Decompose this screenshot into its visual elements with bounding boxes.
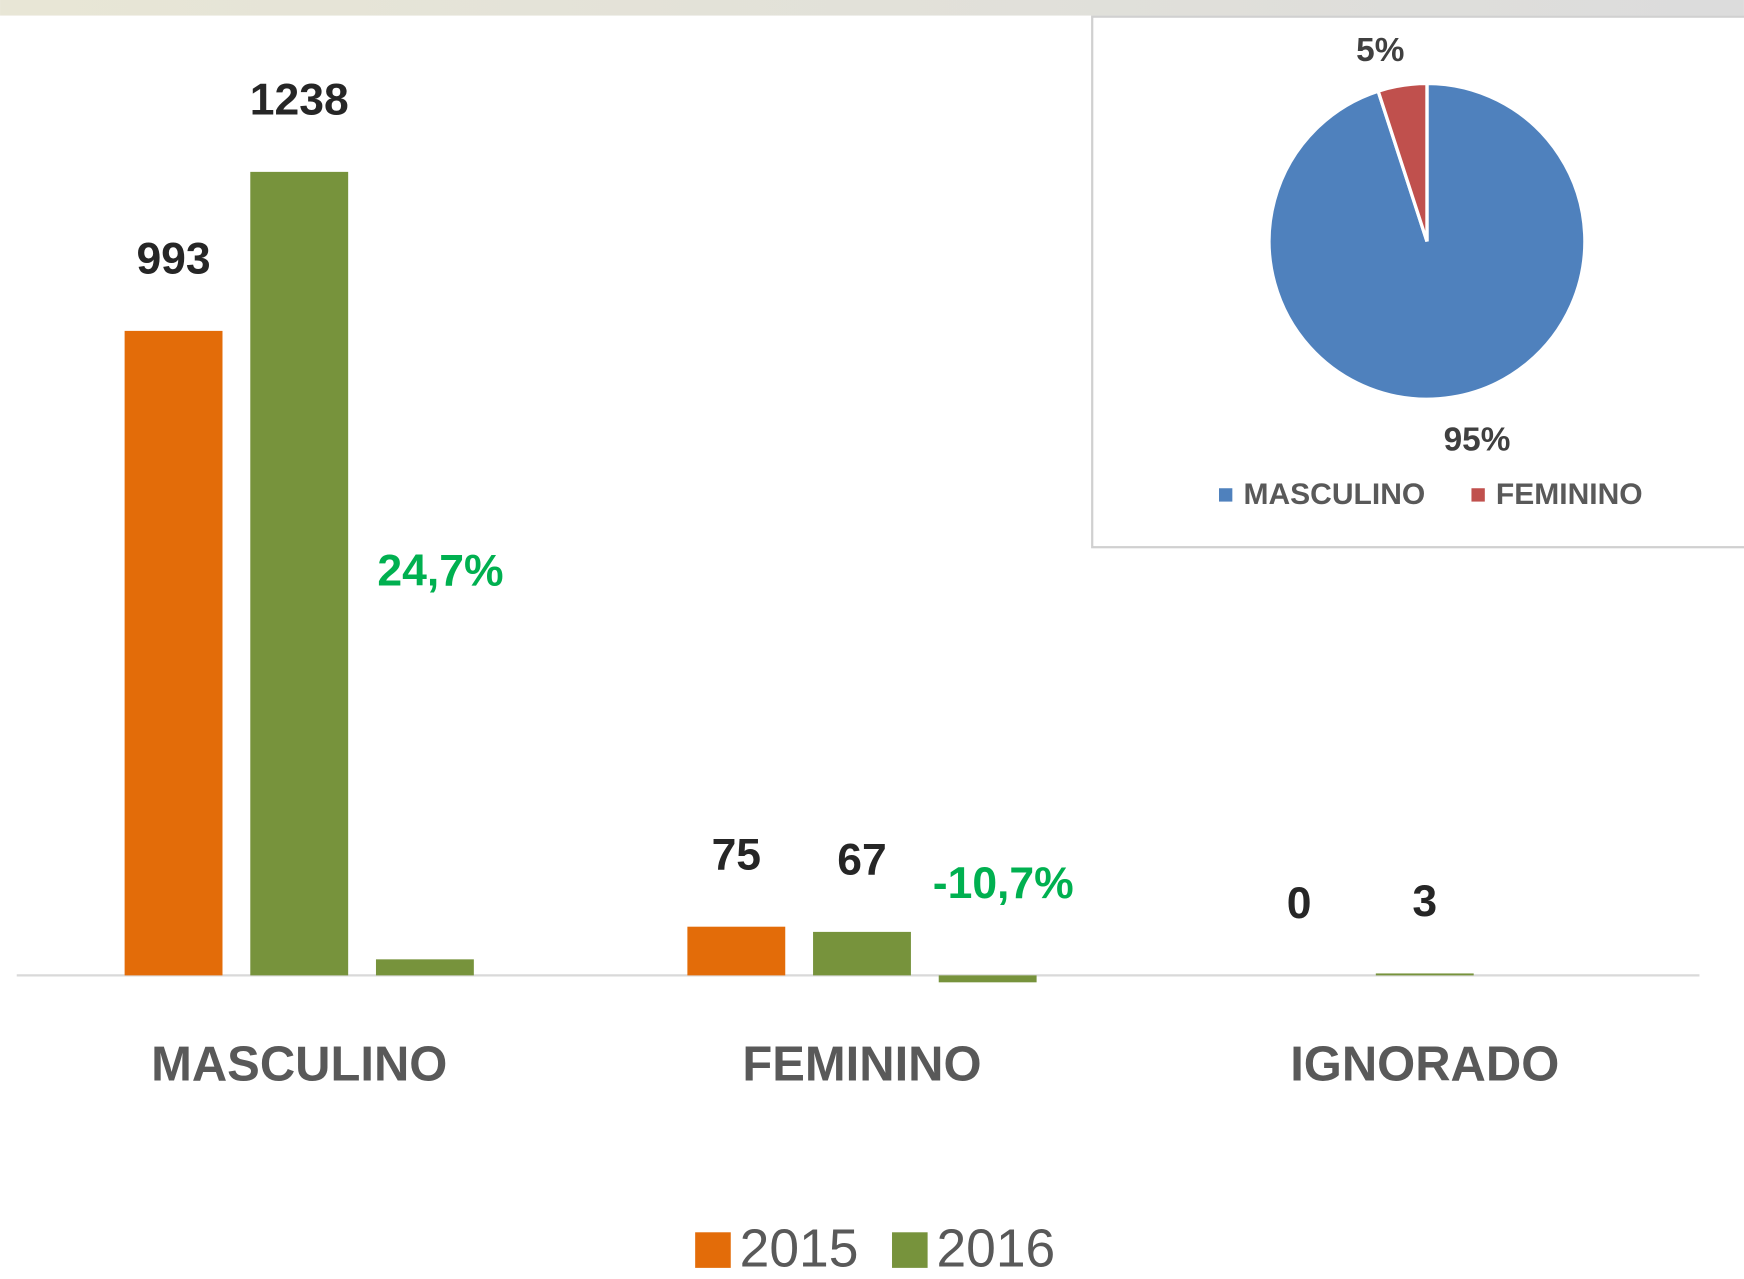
- pie-label: 5%: [1356, 32, 1404, 69]
- legend-label: 2015: [740, 1219, 859, 1278]
- x-tick-label: IGNORADO: [1290, 1038, 1559, 1092]
- bar: [1375, 973, 1474, 976]
- data-label: 1238: [250, 76, 349, 125]
- x-tick-label: MASCULINO: [151, 1038, 447, 1092]
- top-strip: [0, 0, 1744, 16]
- bar: [124, 330, 223, 976]
- pie-label: 95%: [1444, 421, 1511, 458]
- bar: [250, 171, 349, 976]
- legend-label: FEMININO: [1496, 478, 1643, 511]
- data-label: 993: [136, 235, 210, 284]
- x-tick-label: FEMININO: [742, 1038, 981, 1092]
- data-label: 0: [1287, 879, 1312, 928]
- data-label: 75: [712, 830, 761, 879]
- bar: [938, 975, 1037, 983]
- bar: [813, 931, 911, 976]
- legend-label: MASCULINO: [1243, 478, 1425, 511]
- pie-slice: [1376, 81, 1429, 242]
- legend-swatch: [1218, 488, 1233, 502]
- bar: [375, 959, 474, 976]
- data-label: -10,7%: [933, 859, 1074, 908]
- legend-swatch: [1471, 488, 1485, 502]
- legend-swatch: [695, 1232, 731, 1268]
- data-label: 67: [837, 836, 886, 885]
- legend-swatch: [892, 1232, 928, 1268]
- data-label: 24,7%: [377, 546, 503, 595]
- bar: [687, 926, 786, 976]
- data-label: 3: [1412, 877, 1437, 926]
- legend-label: 2016: [937, 1219, 1056, 1278]
